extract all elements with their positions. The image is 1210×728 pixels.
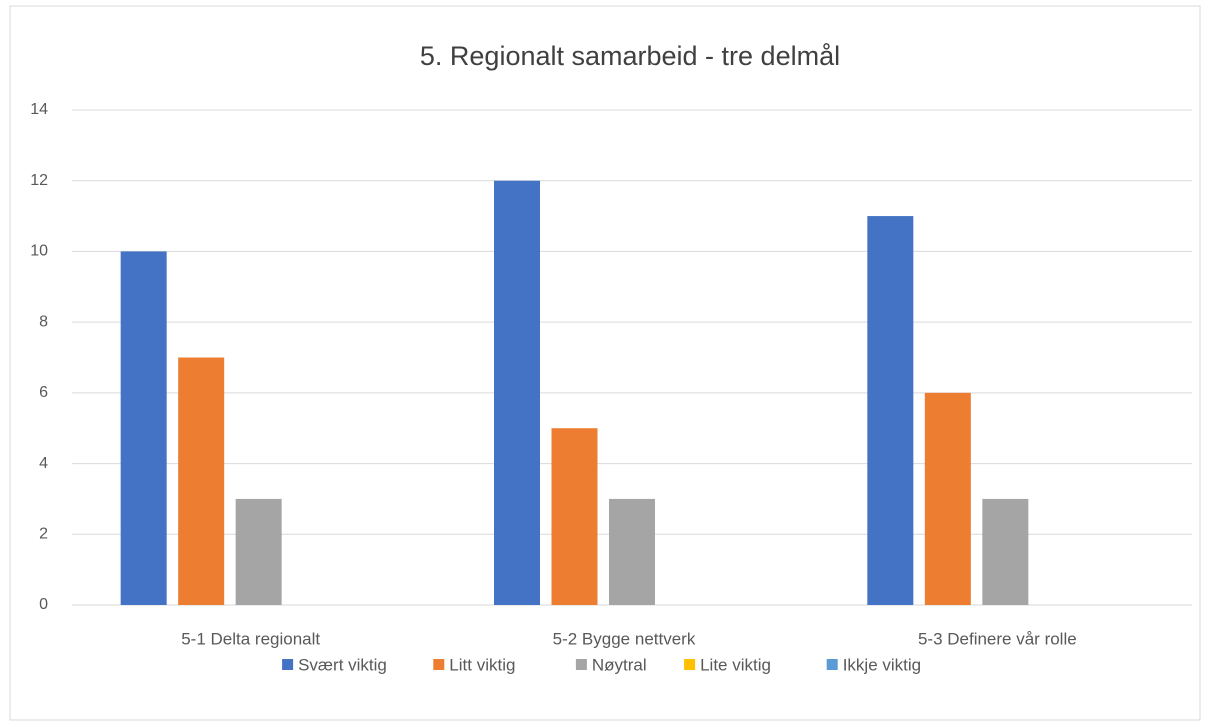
chart-title: 5. Regionalt samarbeid - tre delmål — [420, 41, 840, 71]
legend-swatch — [433, 659, 445, 670]
bar — [178, 357, 225, 605]
y-tick-label: 6 — [39, 384, 48, 401]
x-tick-label: 5-2 Bygge nettverk — [553, 629, 696, 648]
bar — [982, 498, 1029, 605]
legend-swatch — [575, 659, 587, 670]
legend-label: Nøytral — [592, 655, 647, 674]
legend-label: Lite viktig — [700, 655, 771, 674]
y-tick-label: 0 — [39, 596, 48, 613]
legend-label: Ikkje viktig — [843, 655, 921, 674]
y-tick-label: 10 — [30, 243, 48, 260]
bar — [494, 180, 540, 605]
bar — [551, 428, 598, 605]
x-tick-label: 5-3 Definere vår rolle — [918, 629, 1077, 648]
legend-label: Litt viktig — [449, 655, 515, 674]
legend-swatch — [684, 659, 696, 670]
x-tick-label: 5-1 Delta regionalt — [181, 629, 320, 648]
legend-swatch — [282, 659, 294, 670]
bar — [120, 251, 167, 605]
bar — [609, 498, 655, 605]
y-tick-label: 12 — [30, 172, 48, 189]
y-tick-label: 2 — [39, 526, 48, 543]
y-tick-label: 14 — [30, 101, 48, 118]
bar — [235, 498, 282, 605]
y-tick-label: 8 — [39, 313, 48, 330]
legend-swatch — [826, 659, 838, 670]
legend-label: Svært viktig — [298, 655, 387, 674]
y-tick-label: 4 — [39, 455, 48, 472]
bar — [924, 392, 971, 605]
bar — [867, 216, 914, 606]
